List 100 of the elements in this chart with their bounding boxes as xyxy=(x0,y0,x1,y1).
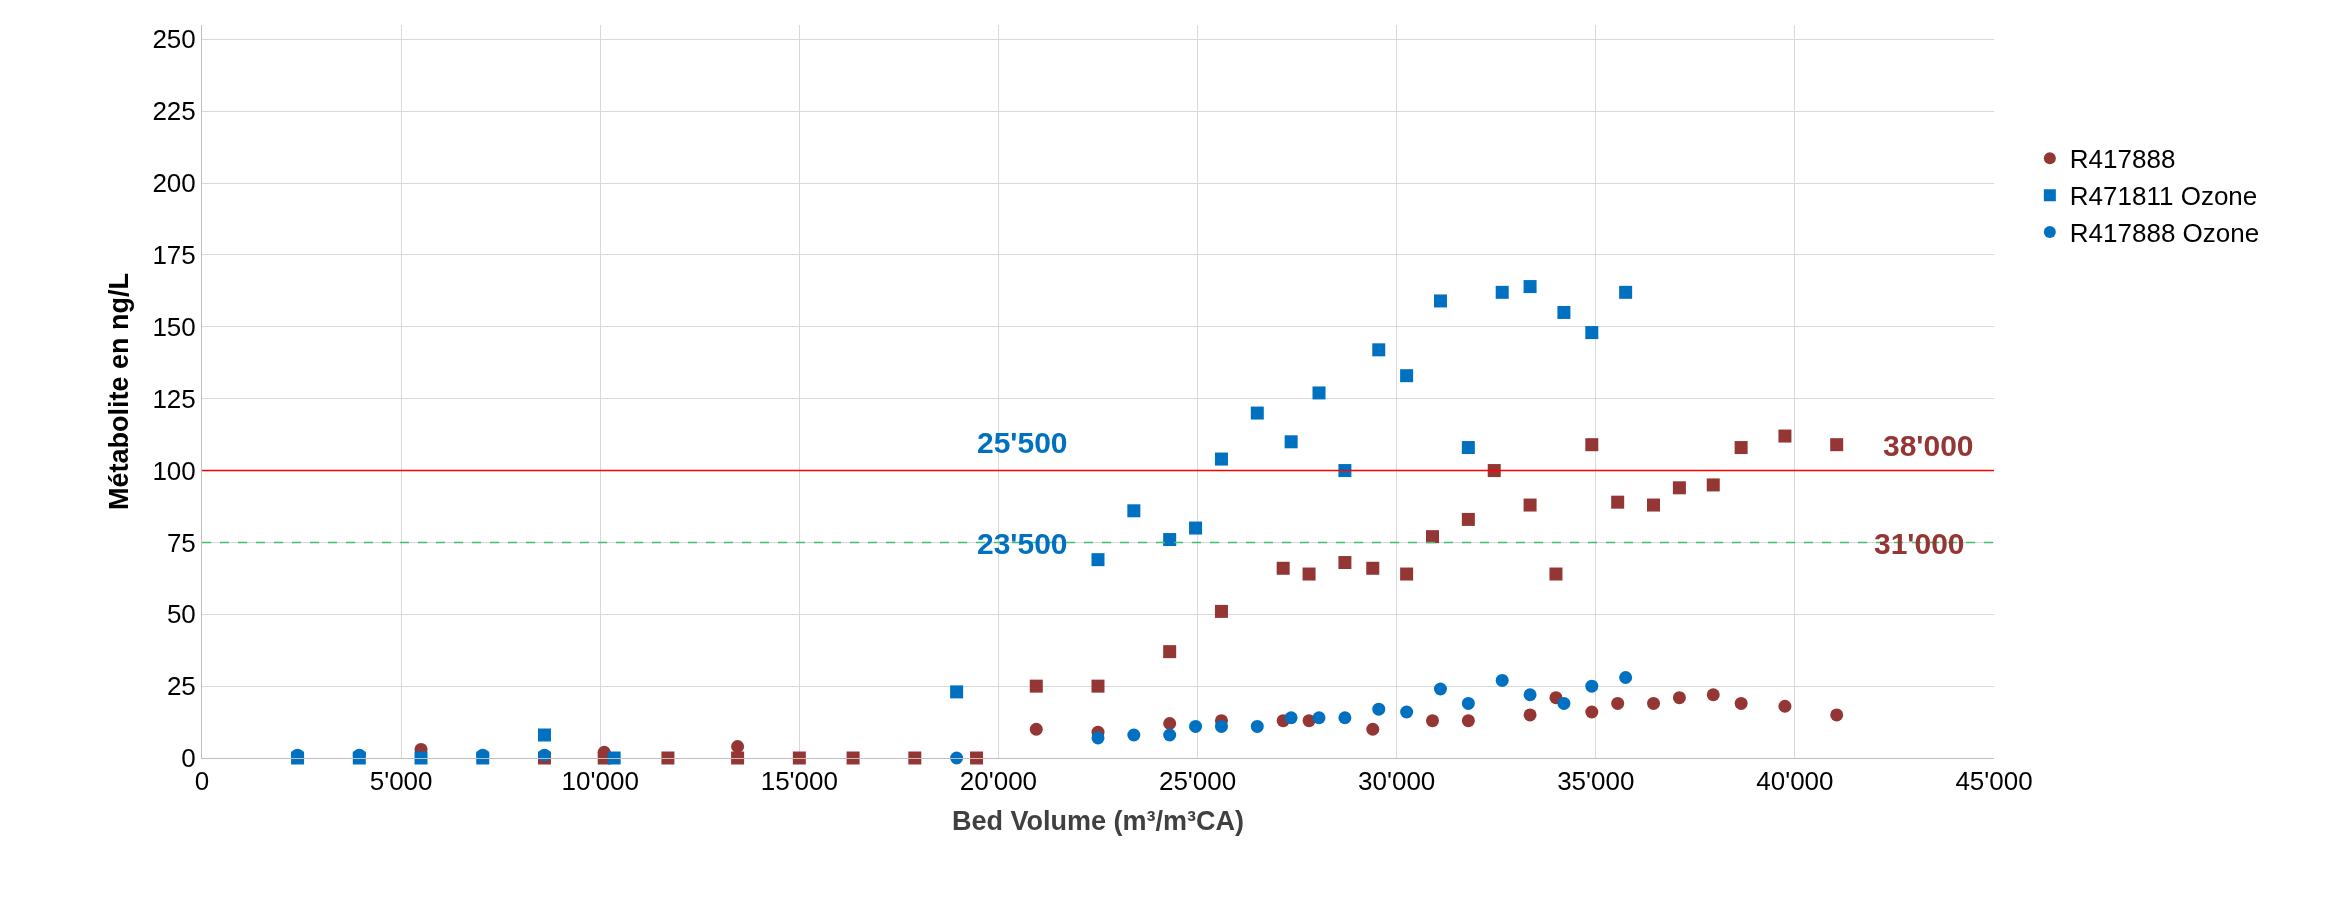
point xyxy=(1495,285,1509,299)
point xyxy=(1276,561,1290,575)
x-tick-label: 20'000 xyxy=(959,766,1038,797)
point xyxy=(970,751,984,765)
point xyxy=(1647,696,1661,710)
point xyxy=(1523,688,1537,702)
y-tick-label: 200 xyxy=(152,168,196,199)
point xyxy=(1487,464,1501,478)
point xyxy=(1495,673,1509,687)
point xyxy=(1214,604,1228,618)
point xyxy=(1585,705,1599,719)
point xyxy=(792,751,806,765)
point xyxy=(1461,512,1475,526)
point xyxy=(1338,556,1352,570)
point xyxy=(537,728,551,742)
point xyxy=(1433,294,1447,308)
legend-label: R417888 xyxy=(2069,144,2176,175)
x-axis-title: Bed Volume (m³/m³CA) xyxy=(951,805,1245,836)
point xyxy=(1585,679,1599,693)
point xyxy=(1557,696,1571,710)
point xyxy=(1250,406,1264,420)
point xyxy=(1619,285,1633,299)
point xyxy=(1426,530,1440,544)
point xyxy=(1647,498,1661,512)
point xyxy=(1127,504,1141,518)
legend-label: R471811 Ozone xyxy=(2069,181,2258,212)
annotation: 31'000 xyxy=(1874,527,1965,560)
point xyxy=(1091,679,1105,693)
point xyxy=(1778,699,1792,713)
point xyxy=(1433,682,1447,696)
point xyxy=(1366,561,1380,575)
point xyxy=(1619,671,1633,684)
x-tick-label: 35'000 xyxy=(1557,766,1635,797)
point xyxy=(1338,464,1352,478)
x-tick-label: 25'000 xyxy=(1158,766,1237,797)
point xyxy=(1250,719,1264,733)
point xyxy=(1706,478,1720,492)
y-tick-label: 25 xyxy=(166,671,196,702)
point xyxy=(731,740,745,753)
point xyxy=(1312,386,1326,400)
point xyxy=(1461,441,1475,455)
legend-label: R417888 Ozone xyxy=(2069,218,2260,249)
y-tick-label: 75 xyxy=(166,527,196,558)
point xyxy=(1672,691,1686,705)
y-tick-label: 0 xyxy=(181,743,196,774)
y-tick-label: 125 xyxy=(152,383,196,414)
x-tick-label: 30'000 xyxy=(1358,766,1436,797)
point xyxy=(846,751,860,765)
point xyxy=(1523,280,1537,294)
annotation: 38'000 xyxy=(1883,429,1974,462)
point xyxy=(1523,498,1537,512)
point xyxy=(1214,452,1228,466)
point xyxy=(1585,438,1599,452)
point xyxy=(1029,679,1043,693)
y-tick-label: 100 xyxy=(152,455,196,486)
point xyxy=(1091,553,1105,567)
point xyxy=(1400,369,1414,383)
point xyxy=(1372,702,1386,716)
point xyxy=(1163,728,1177,742)
x-tick-label: 5'000 xyxy=(369,766,433,797)
point xyxy=(414,751,428,765)
point xyxy=(1672,481,1686,495)
point xyxy=(1830,438,1844,452)
point xyxy=(950,685,964,699)
point xyxy=(1302,567,1316,581)
point xyxy=(1734,441,1748,455)
point xyxy=(1400,567,1414,581)
y-axis-title: Métabolite en ng/L xyxy=(104,272,135,511)
point xyxy=(1400,705,1414,719)
point xyxy=(1338,711,1352,725)
point xyxy=(1778,429,1792,443)
point xyxy=(1734,696,1748,710)
point xyxy=(1189,719,1203,733)
point xyxy=(1312,711,1326,725)
point xyxy=(1585,326,1599,340)
point xyxy=(1461,696,1475,710)
point xyxy=(1163,717,1177,730)
point xyxy=(1189,521,1203,535)
y-tick-label: 175 xyxy=(152,240,196,271)
point xyxy=(1029,722,1043,736)
point xyxy=(1426,714,1440,728)
point xyxy=(1549,567,1563,581)
point xyxy=(1523,708,1537,722)
y-tick-label: 150 xyxy=(152,311,196,342)
y-tick-label: 250 xyxy=(152,24,196,55)
point xyxy=(661,751,675,765)
y-tick-label: 50 xyxy=(166,599,196,630)
point xyxy=(1611,495,1625,509)
point xyxy=(1366,722,1380,736)
point xyxy=(908,751,922,765)
point xyxy=(1163,533,1177,547)
point xyxy=(1284,435,1298,449)
point xyxy=(1830,708,1844,722)
point xyxy=(1127,728,1141,742)
annotation: 23'500 xyxy=(977,527,1068,560)
x-tick-label: 45'000 xyxy=(1955,766,2033,797)
point xyxy=(607,751,621,765)
point xyxy=(1091,731,1105,745)
point xyxy=(1163,645,1177,659)
point xyxy=(1214,719,1228,733)
